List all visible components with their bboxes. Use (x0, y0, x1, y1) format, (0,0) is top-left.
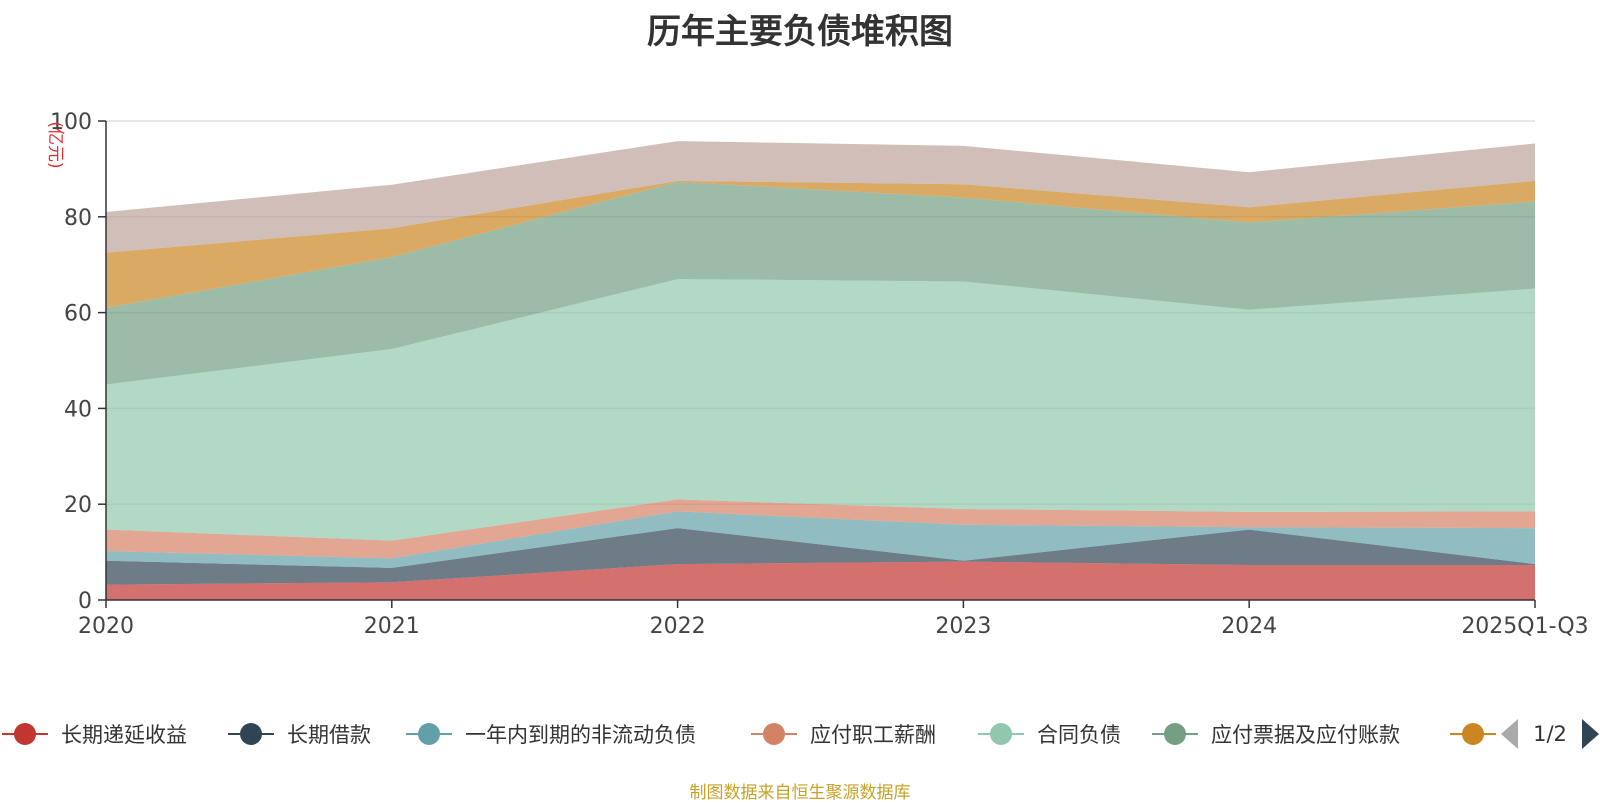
legend-item-4[interactable]: 合同负债 (978, 723, 1121, 747)
x-tick-label-4: 2024 (1221, 614, 1277, 639)
area-series-group (106, 141, 1535, 600)
legend-item-5[interactable]: 应付票据及应付账款 (1152, 723, 1400, 747)
x-tick-label-3: 2023 (935, 614, 991, 639)
legend-item-3[interactable]: 应付职工薪酬 (751, 723, 936, 747)
area-series-5 (106, 181, 1535, 385)
legend-item-0[interactable]: 长期递延收益 (2, 723, 187, 747)
legend-marker-icon (1164, 723, 1186, 745)
y-axis-unit-label: (亿元) (45, 121, 65, 168)
legend-marker-icon (1462, 723, 1484, 745)
legend-label-5: 应付票据及应付账款 (1211, 723, 1400, 747)
chart-title: 历年主要负债堆积图 (647, 12, 953, 52)
legend-marker-icon (418, 723, 440, 745)
legend-marker-icon (990, 723, 1012, 745)
x-tick-label-0: 2020 (78, 614, 134, 639)
area-series-0 (106, 561, 1535, 600)
axes (105, 121, 1535, 601)
y-tick-label-0: 0 (78, 589, 92, 614)
legend-item-6[interactable] (1450, 723, 1496, 745)
legend-label-4: 合同负债 (1037, 723, 1121, 747)
legend-prev-arrow-icon[interactable] (1501, 719, 1518, 749)
legend-label-0: 长期递延收益 (61, 723, 187, 747)
legend-next-arrow-icon[interactable] (1582, 719, 1599, 749)
data-source-note: 制图数据来自恒生聚源数据库 (689, 783, 911, 803)
legend-item-1[interactable]: 长期借款 (228, 723, 371, 747)
legend-marker-icon (763, 723, 785, 745)
legend-label-3: 应付职工薪酬 (810, 723, 936, 747)
x-tick-label-2: 2022 (650, 614, 706, 639)
legend-label-1: 长期借款 (287, 723, 371, 747)
y-axis-ticks: 0 20 40 60 80 100 (50, 110, 106, 614)
legend-marker-icon (14, 723, 36, 745)
legend: 长期递延收益 长期借款 一年内到期的非流动负债 应付职工薪酬 合同负债 应付票据及应付账款 (2, 723, 1496, 747)
area-series-2 (106, 511, 1535, 568)
y-tick-label-20: 20 (64, 493, 92, 518)
legend-label-2: 一年内到期的非流动负债 (465, 723, 696, 747)
y-tick-label-60: 60 (64, 302, 92, 327)
x-axis-ticks: 2020 2021 2022 2023 2024 2025Q1-Q3 (78, 600, 1589, 639)
area-series-6 (106, 180, 1535, 308)
y-tick-label-40: 40 (64, 397, 92, 422)
y-tick-label-100: 100 (50, 110, 92, 135)
y-tick-label-80: 80 (64, 206, 92, 231)
x-tick-label-1: 2021 (364, 614, 420, 639)
area-series-1 (106, 528, 1535, 585)
area-series-3 (106, 499, 1535, 559)
legend-pager: 1/2 (1501, 719, 1599, 749)
legend-page-indicator: 1/2 (1533, 722, 1567, 746)
legend-item-2[interactable]: 一年内到期的非流动负债 (406, 723, 696, 747)
area-series-4 (106, 279, 1535, 541)
x-tick-label-5: 2025Q1-Q3 (1461, 614, 1588, 639)
legend-marker-icon (240, 723, 262, 745)
area-series-7 (106, 141, 1535, 253)
